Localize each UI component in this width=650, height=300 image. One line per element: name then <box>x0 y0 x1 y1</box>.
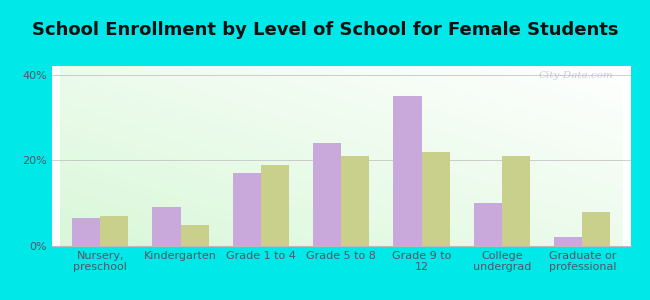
Bar <box>393 96 422 246</box>
Text: City-Data.com: City-Data.com <box>538 71 613 80</box>
Bar <box>233 173 261 246</box>
Text: School Enrollment by Level of School for Female Students: School Enrollment by Level of School for… <box>32 21 618 39</box>
Bar <box>313 143 341 246</box>
Bar <box>554 237 582 246</box>
Bar <box>474 203 502 246</box>
Bar <box>422 152 450 246</box>
Bar <box>582 212 610 246</box>
Bar <box>72 218 100 246</box>
Bar <box>100 216 128 246</box>
Bar <box>153 207 181 246</box>
Bar <box>341 156 369 246</box>
Bar <box>261 165 289 246</box>
Bar <box>502 156 530 246</box>
Bar <box>181 225 209 246</box>
